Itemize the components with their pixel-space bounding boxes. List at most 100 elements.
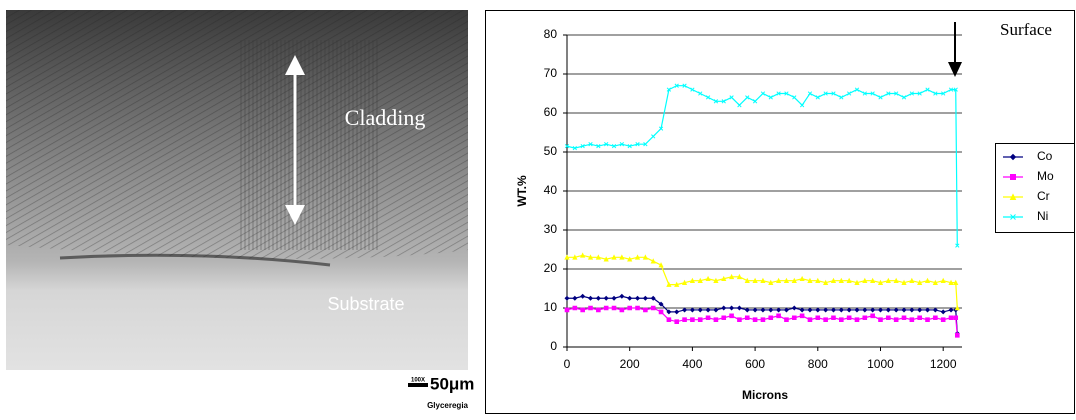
marker [839,317,844,322]
marker [666,281,672,287]
marker [698,91,703,96]
y-tick-label: 10 [544,300,558,314]
marker [941,91,946,96]
marker [627,305,632,311]
marker [901,95,907,100]
marker [846,277,852,283]
marker [776,313,781,319]
marker [752,277,758,283]
marker [917,279,923,285]
marker [643,307,648,313]
marker [564,254,570,260]
marker [953,315,959,321]
legend-marker [1009,153,1017,161]
marker [909,317,915,322]
x-tick-label: 0 [564,357,571,371]
marker [783,307,789,313]
marker [690,87,695,92]
marker [799,313,805,319]
scale-label: 50μm [430,374,474,393]
marker [807,317,813,322]
marker [674,309,680,315]
marker [619,293,625,299]
etchant: Glyceregia [427,401,468,410]
marker [635,305,640,311]
marker [745,95,750,100]
marker [953,279,959,285]
marker [760,307,766,313]
marker [682,307,688,313]
annotation: Surface [1000,20,1052,39]
y-tick-label: 40 [544,183,558,197]
marker [862,91,867,96]
marker [650,305,656,311]
marker [760,91,766,96]
marker [792,95,797,100]
series-line [567,295,958,334]
marker [728,273,735,280]
marker [846,91,852,96]
marker [870,307,876,313]
legend-marker [1010,214,1016,220]
marker [752,317,758,322]
marker [909,307,915,313]
marker [760,277,766,283]
marker [909,91,914,96]
legend-label: Cr [1037,189,1050,203]
x-tick-label: 400 [682,357,702,371]
marker [658,126,664,131]
marker [940,277,946,283]
marker [901,307,907,313]
marker [870,277,876,283]
marker [776,91,781,96]
marker [917,307,923,313]
marker [682,317,687,322]
marker [572,254,578,260]
y-tick-label: 30 [544,222,558,236]
marker [893,317,899,322]
marker [580,252,586,258]
marker [564,143,570,149]
marker [658,309,664,315]
marker [666,317,672,322]
marker [823,279,829,285]
marker [878,317,883,322]
marker [933,91,938,96]
marker [893,277,899,283]
marker [564,307,570,313]
marker [729,313,734,319]
marker [642,254,648,260]
marker [948,279,954,285]
marker [893,307,899,313]
marker [760,317,766,322]
marker [807,91,813,96]
marker [580,143,585,149]
marker [886,91,891,96]
marker [611,295,617,301]
marker [862,307,868,313]
marker [768,279,774,285]
marker [948,307,954,313]
marker [650,295,656,301]
marker [815,277,821,283]
marker [886,315,891,321]
marker [831,91,836,96]
marker [737,103,742,108]
marker [619,254,625,260]
marker [823,307,829,313]
y-tick-label: 20 [544,261,558,275]
marker [596,143,601,149]
marker [736,305,742,311]
marker [925,87,930,92]
marker [697,307,703,313]
marker [854,279,860,285]
marker [682,83,687,88]
marker [634,254,641,260]
marker [674,83,679,88]
marker [635,142,640,147]
marker [838,277,844,283]
marker [713,317,719,322]
marker [580,307,585,313]
x-tick-label: 1000 [867,357,894,371]
marker [697,277,703,283]
